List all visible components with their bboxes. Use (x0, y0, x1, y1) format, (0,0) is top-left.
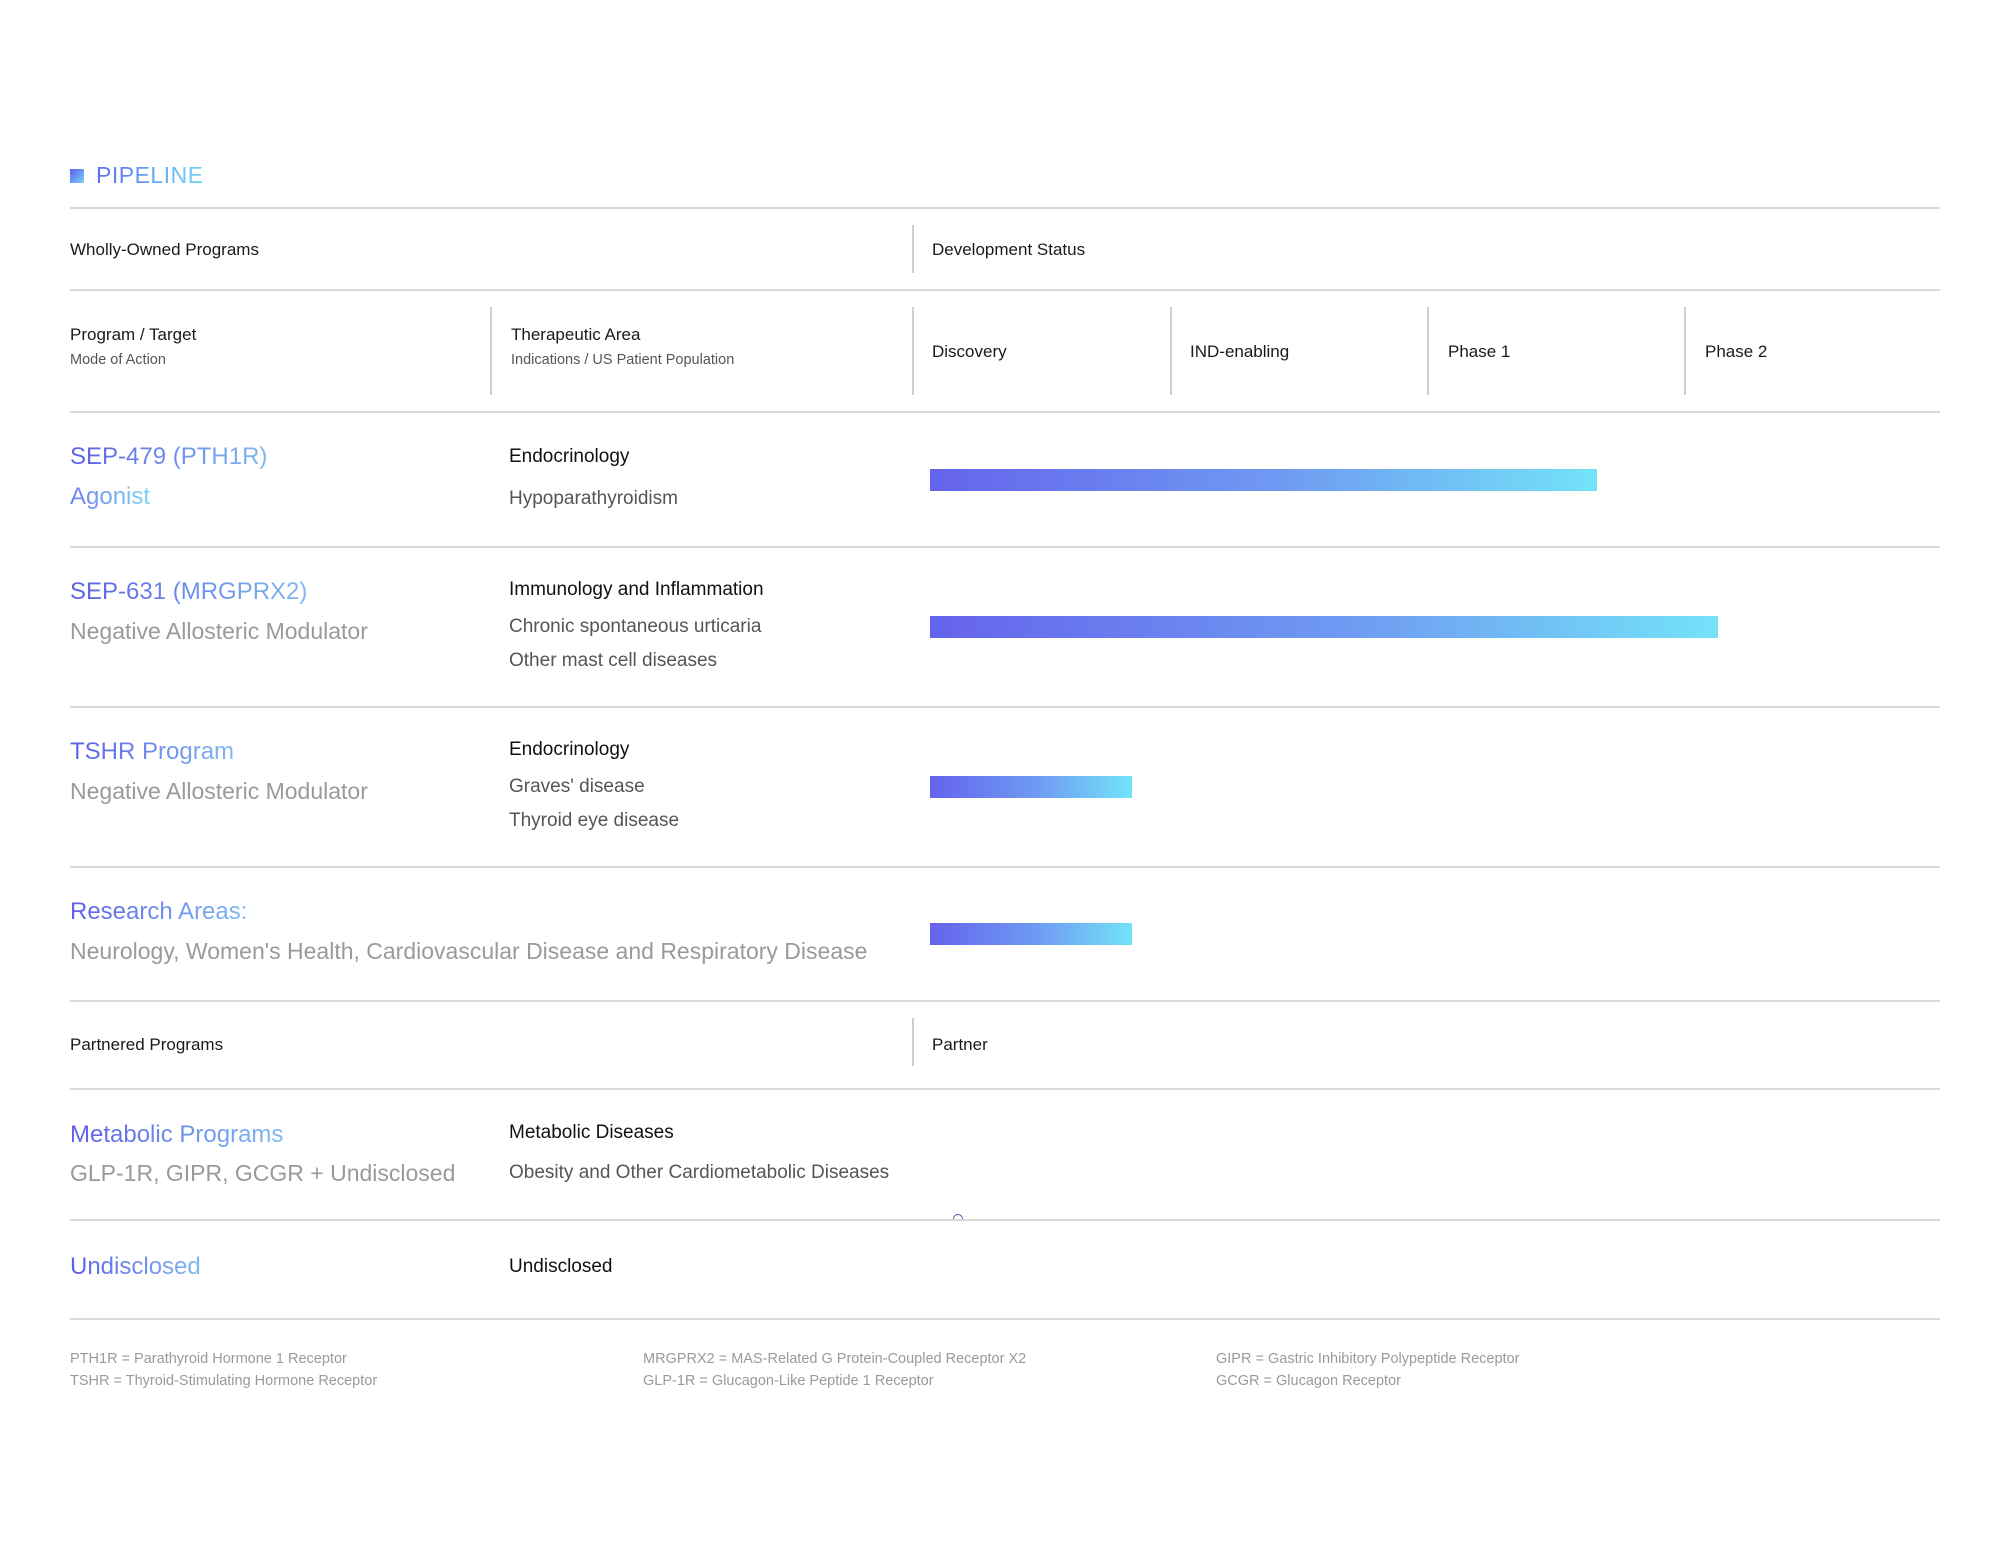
therapeutic-area-header: Therapeutic Area (511, 325, 641, 344)
section-square-icon (70, 168, 84, 183)
column-divider (912, 225, 914, 273)
progress-bar (930, 616, 1718, 638)
divider (70, 207, 1940, 209)
wholly-owned-header: Wholly-Owned Programs (70, 240, 259, 259)
indication: Graves' disease (509, 776, 645, 797)
column-divider (490, 307, 492, 395)
section-tag: PIPELINE (70, 162, 204, 189)
footnote-column: PTH1R = Parathyroid Hormone 1 Receptor T… (70, 1348, 377, 1392)
therapeutic-area: Undisclosed (509, 1256, 613, 1277)
stage-phase-2: Phase 2 (1705, 342, 1768, 361)
development-status-header: Development Status (932, 240, 1086, 259)
indication: Obesity and Other Cardiometabolic Diseas… (509, 1162, 890, 1183)
therapeutic-area: Metabolic Diseases (509, 1122, 674, 1143)
footnote: PTH1R = Parathyroid Hormone 1 Receptor (70, 1351, 347, 1367)
partner-header: Partner (932, 1035, 988, 1054)
therapeutic-area: Endocrinology (509, 739, 630, 760)
footnote-column: GIPR = Gastric Inhibitory Polypeptide Re… (1216, 1348, 1519, 1392)
mode-of-action-subheader: Mode of Action (70, 352, 166, 368)
therapeutic-area: Immunology and Inflammation (509, 579, 764, 600)
footnote: GLP-1R = Glucagon-Like Peptide 1 Recepto… (643, 1373, 934, 1389)
program-title: Metabolic Programs (70, 1121, 284, 1148)
divider (70, 866, 1940, 868)
section-title: PIPELINE (96, 162, 204, 188)
progress-bar (930, 923, 1132, 945)
divider (70, 1219, 1940, 1221)
column-divider (1684, 307, 1686, 395)
divider (70, 411, 1940, 413)
program-mode: Agonist (70, 483, 151, 510)
partner-logo-icon (953, 1214, 963, 1221)
divider (70, 289, 1940, 291)
progress-bar (930, 469, 1597, 491)
program-title: SEP-479 (PTH1R) (70, 443, 268, 470)
column-divider (912, 1018, 914, 1066)
divider (70, 1318, 1940, 1320)
divider (70, 1088, 1940, 1090)
divider (70, 546, 1940, 548)
stage-discovery: Discovery (932, 342, 1007, 361)
column-divider (1170, 307, 1172, 395)
footnote: GIPR = Gastric Inhibitory Polypeptide Re… (1216, 1351, 1520, 1367)
program-mode: Negative Allosteric Modulator (70, 778, 368, 804)
footnote: TSHR = Thyroid-Stimulating Hormone Recep… (70, 1373, 378, 1389)
footnote: GCGR = Glucagon Receptor (1216, 1373, 1401, 1389)
program-title: TSHR Program (70, 738, 235, 765)
indication: Thyroid eye disease (509, 810, 680, 831)
pipeline-page: PIPELINE Wholly-Owned Programs Developme… (70, 0, 1940, 1564)
column-divider (912, 307, 914, 395)
footnote: MRGPRX2 = MAS-Related G Protein-Coupled … (643, 1351, 1027, 1367)
column-divider (1427, 307, 1429, 395)
program-title: Undisclosed (70, 1253, 201, 1280)
stage-ind-enabling: IND-enabling (1190, 342, 1290, 361)
divider (70, 706, 1940, 708)
footnote-column: MRGPRX2 = MAS-Related G Protein-Coupled … (643, 1348, 1026, 1392)
stage-phase-1: Phase 1 (1448, 342, 1511, 361)
indication: Hypoparathyroidism (509, 488, 678, 509)
program-mode: Negative Allosteric Modulator (70, 618, 368, 644)
program-title: Research Areas: (70, 898, 248, 925)
divider (70, 1000, 1940, 1002)
indication: Chronic spontaneous urticaria (509, 616, 762, 637)
program-target-header: Program / Target (70, 325, 197, 344)
therapeutic-area: Endocrinology (509, 446, 630, 467)
progress-bar (930, 776, 1132, 798)
indications-subheader: Indications / US Patient Population (511, 352, 735, 368)
indication: Other mast cell diseases (509, 650, 718, 671)
program-title: SEP-631 (MRGPRX2) (70, 578, 308, 605)
program-mode: GLP-1R, GIPR, GCGR + Undisclosed (70, 1160, 456, 1186)
partnered-programs-header: Partnered Programs (70, 1035, 224, 1054)
program-mode: Neurology, Women's Health, Cardiovascula… (70, 938, 868, 964)
